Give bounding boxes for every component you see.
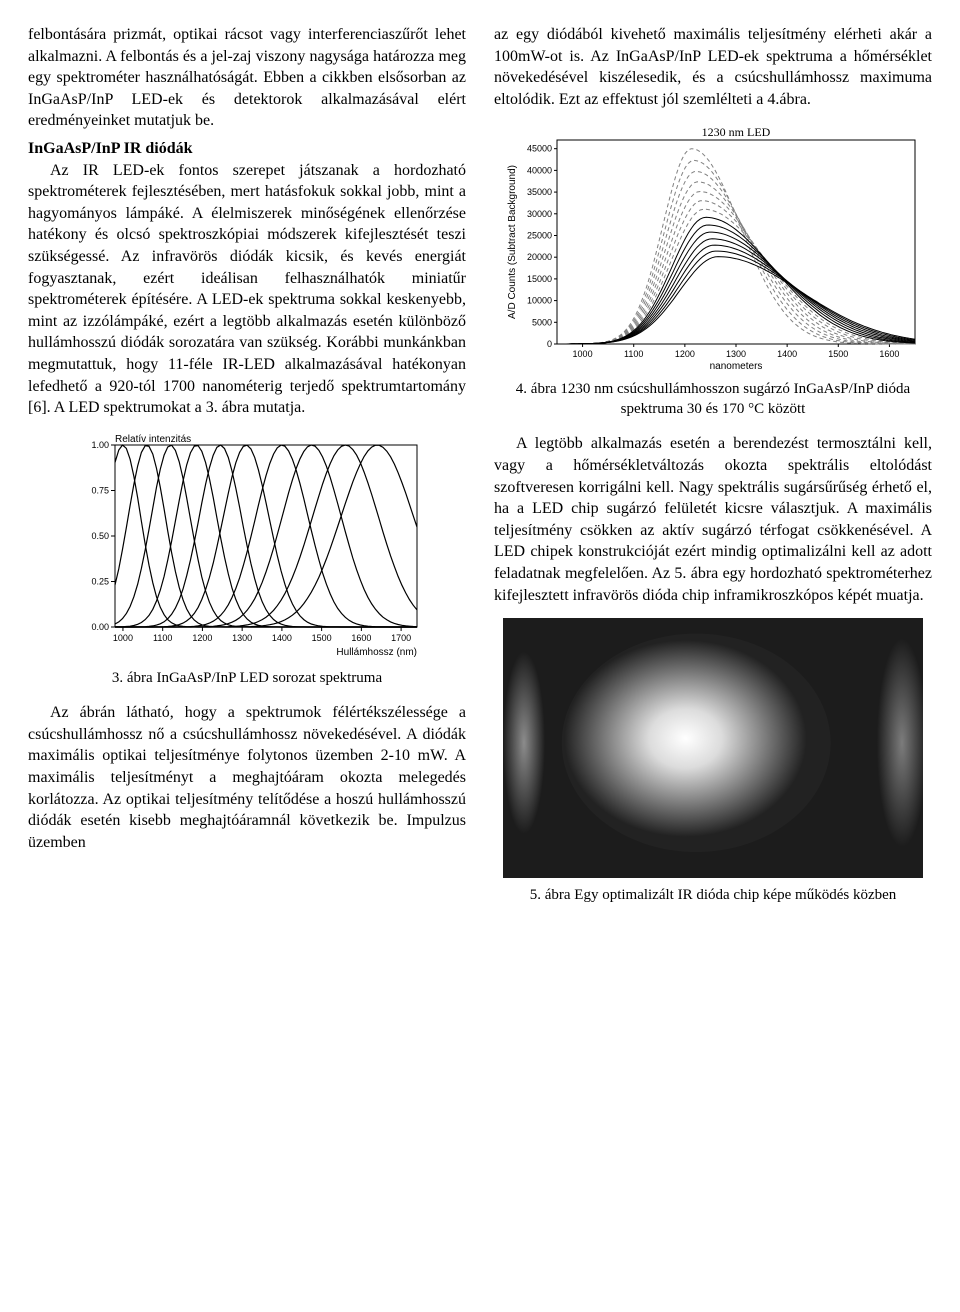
svg-text:1500: 1500 [828,349,848,359]
figure-3: Relatív intenzitás 1.00 0.75 0.50 0.25 0.00 10… [28,431,466,661]
right-para-1: az egy diódából kivehető maximális telje… [494,24,932,110]
figure-4: 1230 nm LED 45000 40000 35000 30000 25000 2000… [494,122,932,372]
svg-text:10000: 10000 [527,296,552,306]
left-para-1: felbontására prizmát, optikai rácsot vag… [28,24,466,132]
figure-3-caption: 3. ábra InGaAsP/InP LED sorozat spektrum… [28,669,466,689]
svg-text:1200: 1200 [675,349,695,359]
svg-text:0.75: 0.75 [91,485,109,495]
svg-text:1600: 1600 [351,633,371,643]
svg-text:1600: 1600 [879,349,899,359]
svg-text:Relatív intenzitás: Relatív intenzitás [115,434,191,445]
svg-text:1300: 1300 [726,349,746,359]
figure-4-chart: 1230 nm LED 45000 40000 35000 30000 25000 2000… [503,122,923,372]
svg-text:45000: 45000 [527,144,552,154]
figure-5-caption: 5. ábra Egy optimalizált IR dióda chip k… [494,886,932,906]
svg-text:1200: 1200 [192,633,212,643]
svg-text:A/D Counts (Subtract Backgroun: A/D Counts (Subtract Background) [507,165,518,319]
left-para-3: Az ábrán látható, hogy a spektrumok félé… [28,702,466,853]
svg-text:1000: 1000 [113,633,133,643]
svg-text:1100: 1100 [153,633,172,643]
svg-text:1400: 1400 [272,633,292,643]
right-para-2: A legtöbb alkalmazás esetén a berendezés… [494,433,932,606]
iodak-heading: InGaAsP/InP IR diódák [28,140,193,157]
svg-text:0.25: 0.25 [91,576,109,586]
svg-text:1300: 1300 [232,633,252,643]
svg-text:35000: 35000 [527,187,552,197]
svg-text:1500: 1500 [312,633,332,643]
svg-text:1000: 1000 [573,349,593,359]
figure-3-chart: Relatív intenzitás 1.00 0.75 0.50 0.25 0.00 10… [67,431,427,661]
svg-text:nanometers: nanometers [710,361,763,372]
svg-text:40000: 40000 [527,166,552,176]
svg-text:0: 0 [547,339,552,349]
figure-5-image [503,618,923,878]
svg-text:1700: 1700 [391,633,411,643]
left-para-2: Az IR LED-ek fontos szerepet játszanak a… [28,160,466,419]
figure-4-caption: 4. ábra 1230 nm csúcshullámhosszon sugár… [494,380,932,419]
left-para-2-block: InGaAsP/InP IR diódák Az IR LED-ek fonto… [28,138,466,419]
svg-text:1.00: 1.00 [91,440,109,450]
svg-text:0.50: 0.50 [91,531,109,541]
svg-text:20000: 20000 [527,253,552,263]
svg-text:25000: 25000 [527,231,552,241]
figure-5 [494,618,932,878]
svg-text:0.00: 0.00 [91,622,109,632]
svg-text:1400: 1400 [777,349,797,359]
svg-text:Hullámhossz (nm): Hullámhossz (nm) [336,647,417,658]
svg-text:1100: 1100 [624,349,643,359]
svg-text:5000: 5000 [532,318,552,328]
svg-text:15000: 15000 [527,274,552,284]
svg-text:30000: 30000 [527,209,552,219]
svg-text:1230 nm LED: 1230 nm LED [702,125,771,139]
